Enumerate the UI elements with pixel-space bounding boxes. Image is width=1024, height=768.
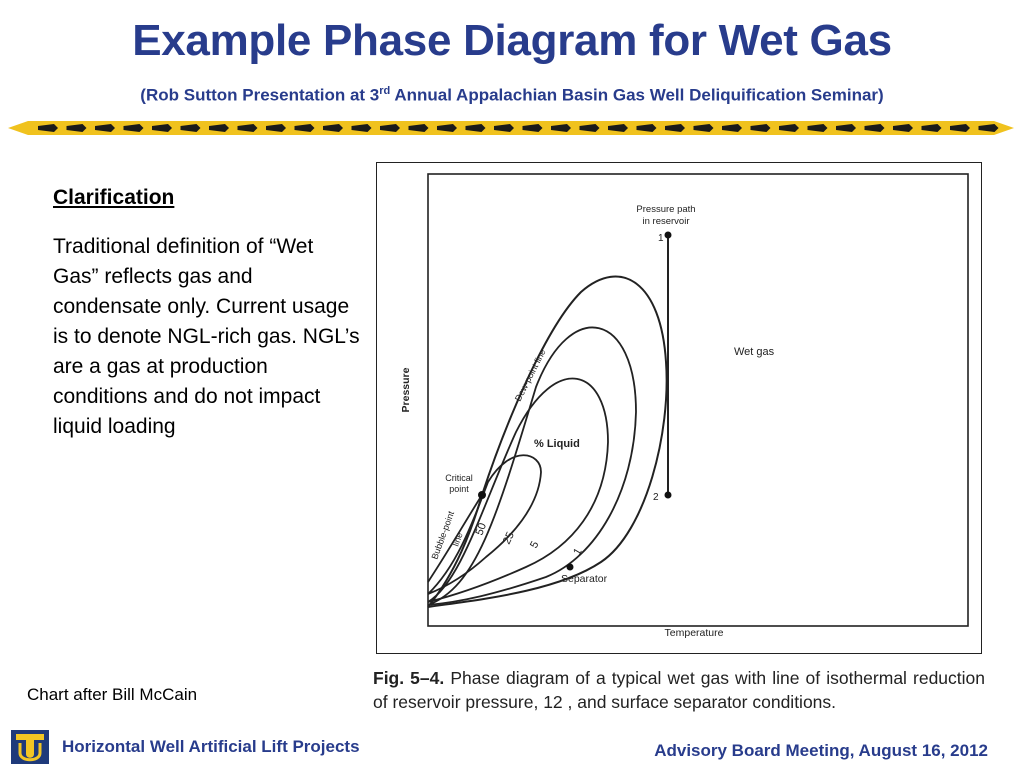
wet-gas-label: Wet gas [734, 346, 775, 358]
divider-dash [152, 124, 172, 132]
footer-meeting-info: Advisory Board Meeting, August 16, 2012 [654, 741, 988, 760]
point-2-label: 2 [653, 492, 659, 503]
divider-dash [437, 124, 457, 132]
divider-dash [465, 124, 486, 132]
divider-dash [38, 124, 58, 132]
divider-dash [579, 124, 600, 132]
quality-line-25 [427, 454, 542, 595]
divider-dash [66, 124, 87, 132]
divider-dash [893, 124, 913, 132]
chart-credit: Chart after Bill McCain [27, 685, 198, 704]
figure-number: Fig. 5–4. [373, 668, 445, 688]
critical-point-marker [478, 491, 486, 499]
divider-dash [750, 124, 771, 132]
pressure-path-label: Pressure path [636, 204, 695, 215]
subtitle-text: (Rob Sutton Presentation at 3 [140, 85, 380, 105]
footer-project-name: Horizontal Well Artificial Lift Projects [62, 737, 360, 756]
divider-dash [408, 124, 429, 132]
quality-label-25: 25 [501, 530, 517, 546]
pressure-path-label-2: in reservoir [643, 216, 690, 227]
critical-point-label: Critical [445, 473, 473, 483]
divider-dash [978, 124, 999, 132]
divider-dash [836, 124, 856, 132]
divider-dash [636, 124, 657, 132]
pressure-path-point-1 [664, 231, 672, 239]
divider-dash [693, 124, 714, 132]
quality-line-1 [427, 326, 637, 606]
plot-frame [427, 173, 969, 627]
slide-title: Example Phase Diagram for Wet Gas [132, 16, 892, 65]
point-1-label: 1 [658, 233, 664, 244]
separator-label: Separator [561, 573, 608, 585]
quality-label-50: 50 [474, 521, 489, 537]
divider-dash [551, 124, 571, 132]
divider-dash [266, 124, 286, 132]
caption-text: Phase diagram of a typical wet gas with … [373, 668, 985, 712]
divider-dash [779, 124, 799, 132]
divider-dash [323, 124, 343, 132]
divider-dash [807, 124, 828, 132]
quality-line-50 [427, 494, 483, 583]
pressure-path-point-2 [664, 491, 672, 499]
clarification-body: Traditional definition of “Wet Gas” refl… [53, 235, 360, 438]
divider-dash [608, 124, 628, 132]
percent-liquid-label: % Liquid [534, 438, 580, 450]
title-divider [8, 121, 1014, 135]
figure-caption: Fig. 5–4. Phase diagram of a typical wet… [373, 666, 985, 714]
subtitle-text-rest: Annual Appalachian Basin Gas Well Deliqu… [390, 85, 884, 105]
divider-dash [123, 124, 144, 132]
figure-frame [376, 162, 982, 654]
quality-label-5: 5 [528, 539, 541, 550]
divider-dash [380, 124, 400, 132]
divider-dash [722, 124, 742, 132]
divider-dash [294, 124, 315, 132]
divider-dash [95, 124, 115, 132]
slide-subtitle: (Rob Sutton Presentation at 3rd Annual A… [0, 85, 1024, 106]
divider-dash [665, 124, 685, 132]
x-axis-label: Temperature [665, 627, 724, 639]
divider-dash [237, 124, 258, 132]
divider-dash [494, 124, 514, 132]
divider-dash [864, 124, 885, 132]
divider-dash [351, 124, 372, 132]
subtitle-superscript: rd [379, 85, 391, 97]
clarification-heading: Clarification [53, 186, 175, 209]
quality-line-5 [427, 377, 609, 603]
divider-dash [180, 124, 201, 132]
bubble-point-label-2: line [450, 531, 464, 548]
phase-diagram: Pressure path in reservoir 1 2 Wet gas D… [400, 173, 969, 639]
divider-dash [950, 124, 970, 132]
bubble-point-label: Bubble-point [429, 509, 456, 560]
critical-point-label-2: point [449, 484, 469, 494]
separator-marker [566, 563, 574, 571]
quality-label-1: 1 [571, 546, 584, 557]
tu-logo-icon [11, 730, 49, 764]
divider-dash [209, 124, 229, 132]
y-axis-label: Pressure [400, 367, 412, 412]
divider-dash [921, 124, 942, 132]
divider-dash [522, 124, 543, 132]
